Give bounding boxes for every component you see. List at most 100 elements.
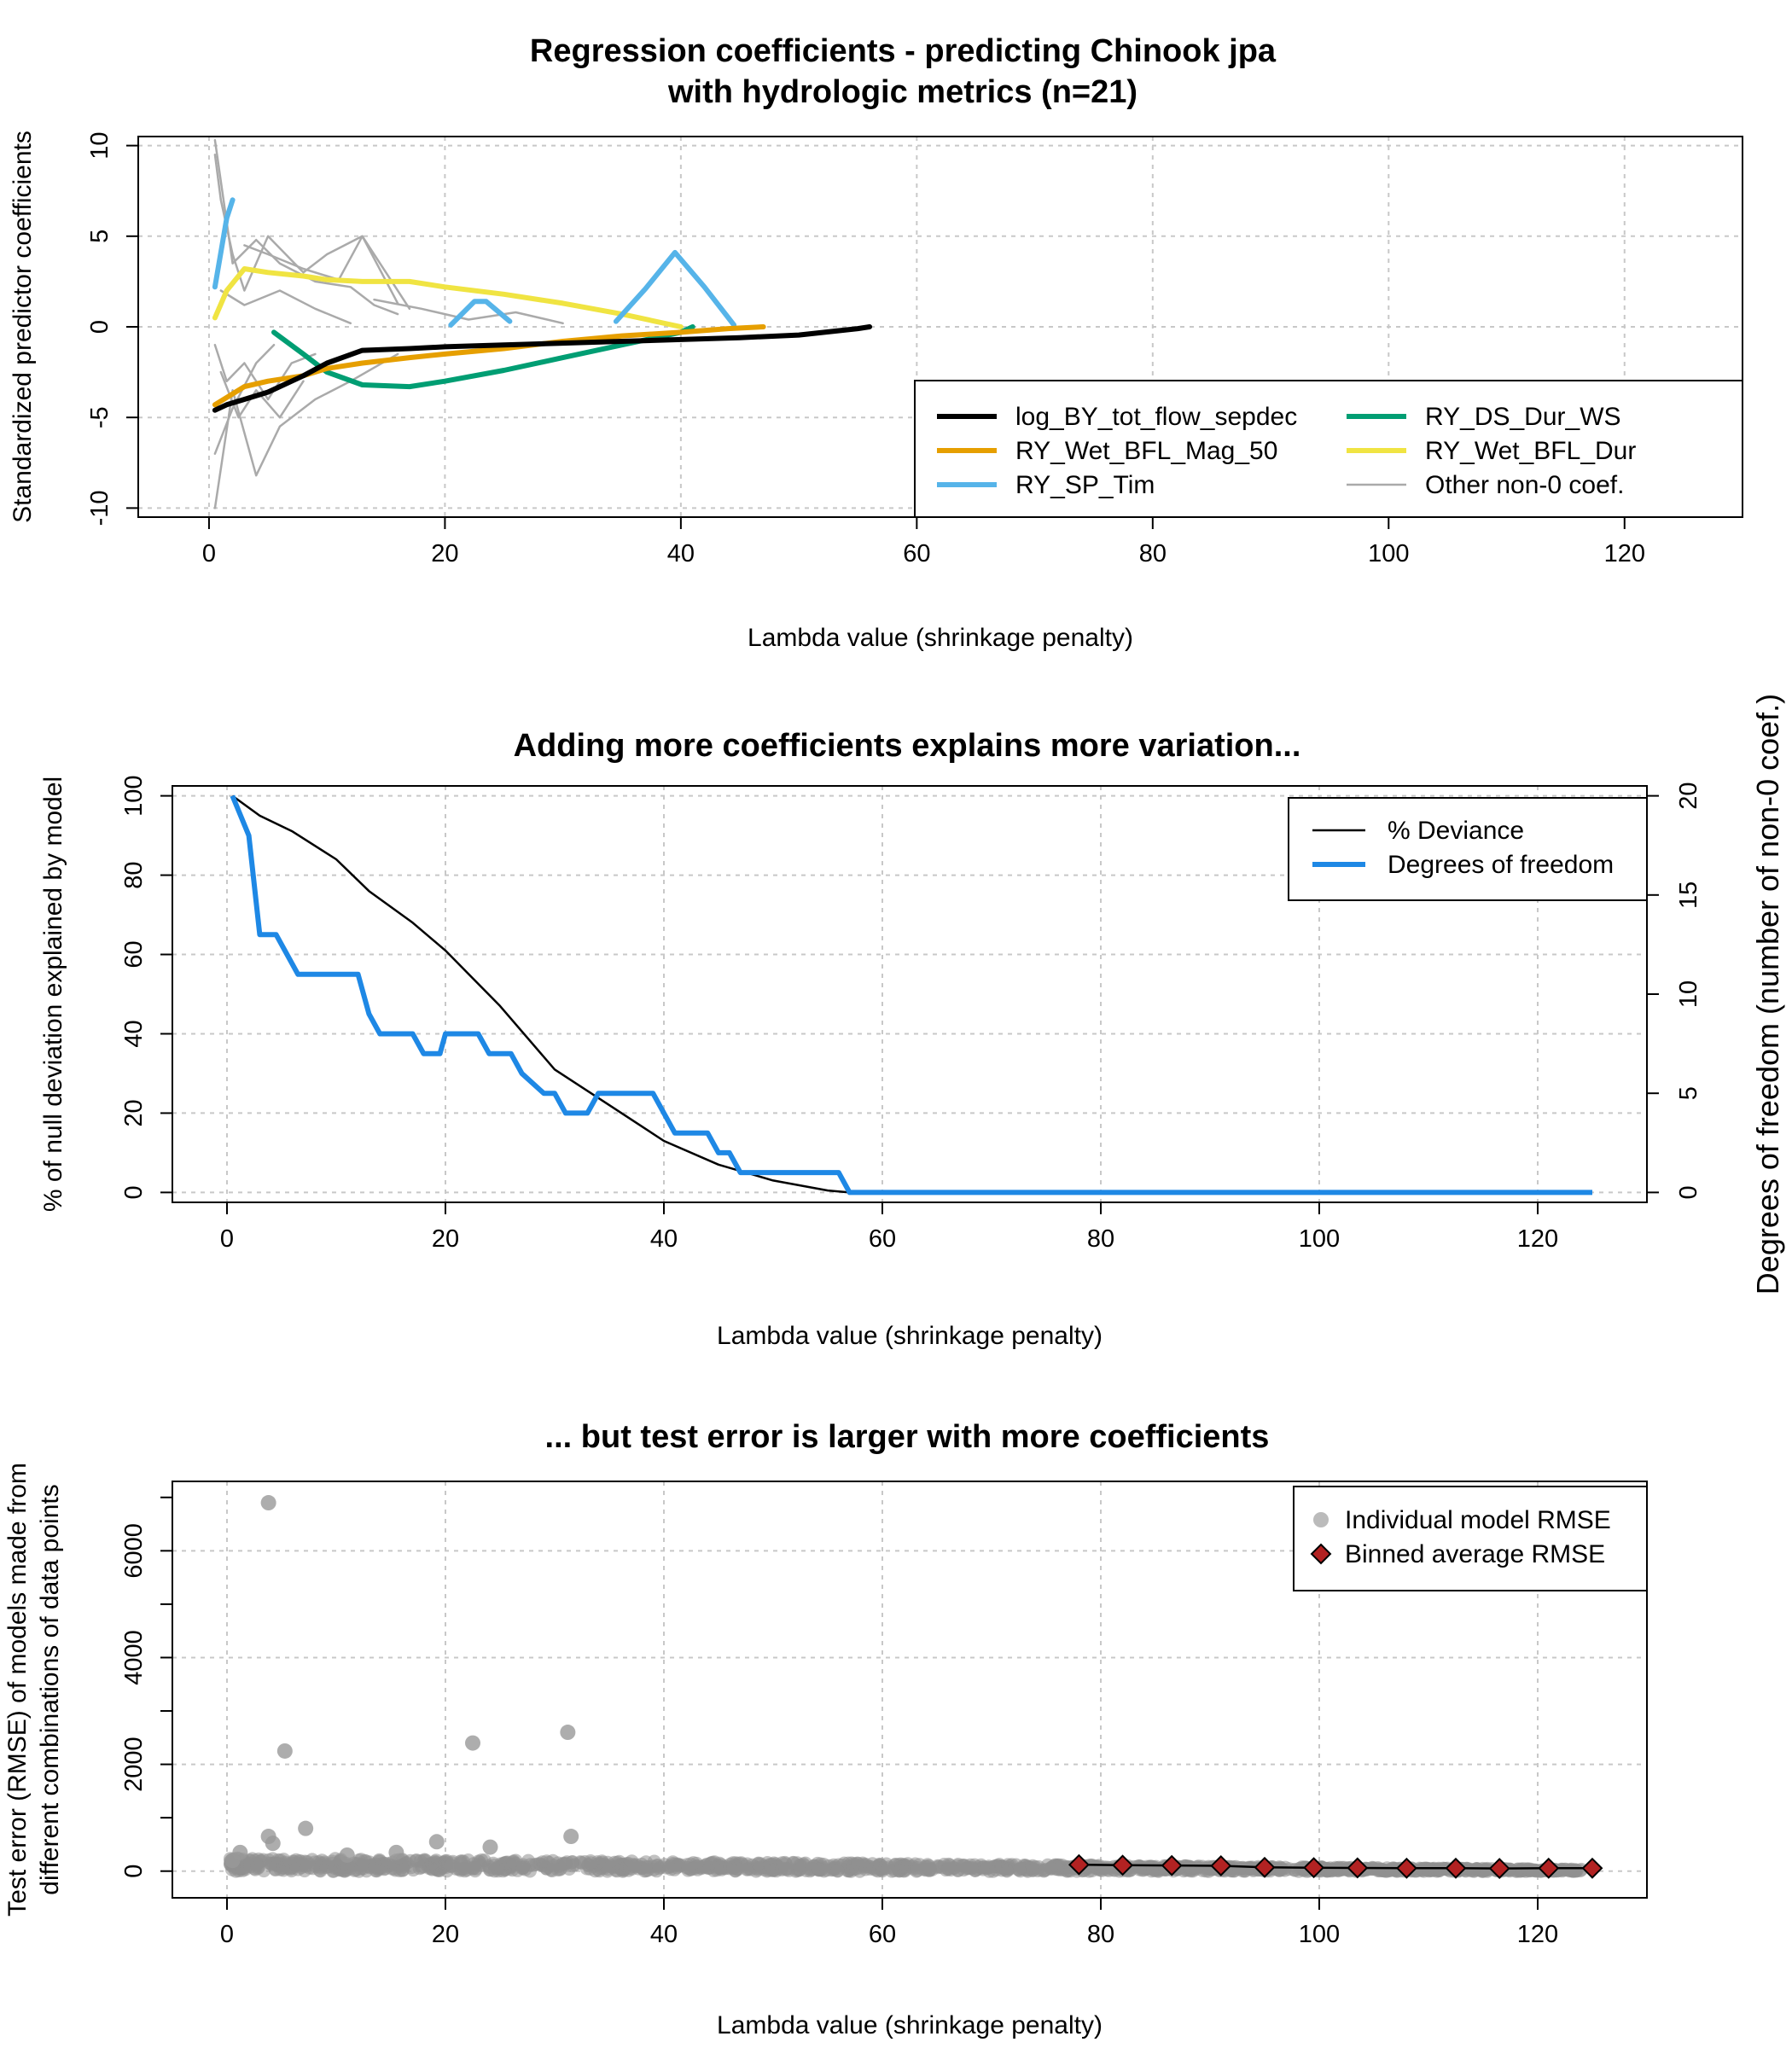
rmse-band-point [968, 1863, 982, 1877]
panel1-x-label: Lambda value (shrinkage penalty) [748, 624, 1133, 652]
x-tick-label-100: 100 [1368, 540, 1409, 567]
x-tick-label-0: 0 [220, 1225, 234, 1253]
x-tick-label-20: 20 [431, 540, 458, 567]
rmse-band-point [997, 1862, 1011, 1876]
series-degrees-of-freedom [230, 794, 1592, 1196]
panel3-legend-box [1293, 1486, 1648, 1591]
y-tick-label-20: 20 [120, 1099, 148, 1126]
rmse-band-point [1094, 1863, 1108, 1877]
x-tick-label-60: 60 [869, 1921, 896, 1948]
binned-point-1 [1112, 1854, 1134, 1876]
y2-tick-label-10: 10 [1675, 980, 1702, 1008]
rmse-point-1 [276, 1743, 293, 1759]
series-deviance [231, 794, 850, 1194]
rmse-band-point [1013, 1861, 1027, 1876]
rmse-band-point [709, 1860, 724, 1875]
x-tick-label-40: 40 [650, 1921, 678, 1948]
rmse-band-point [257, 1864, 271, 1878]
legend-label-binned: Binned average RMSE [1345, 1540, 1605, 1568]
rmse-band-point [922, 1859, 936, 1873]
rmse-band-point [887, 1858, 902, 1872]
y-tick-label-10: 10 [86, 131, 113, 159]
rmse-band-point [565, 1855, 579, 1870]
rmse-band-point [1424, 1863, 1439, 1877]
rmse-band-point [844, 1864, 858, 1878]
panel2-y2-label: Degrees of freedom (number of non-0 coef… [1750, 694, 1785, 1295]
x-tick-label-120: 120 [1517, 1225, 1558, 1253]
y-tick-label-40: 40 [120, 1020, 148, 1047]
x-tick-label-100: 100 [1299, 1921, 1340, 1948]
panel3-frame [172, 1481, 1648, 1899]
y-tick-label-0: 0 [120, 1865, 148, 1878]
rmse-band-point [529, 1857, 544, 1871]
rmse-point-9 [563, 1829, 579, 1845]
x-tick-label-60: 60 [903, 540, 930, 567]
x-tick-label-80: 80 [1087, 1921, 1114, 1948]
rmse-band-point [1562, 1863, 1577, 1877]
rmse-band-point [1026, 1864, 1040, 1877]
rmse-band-point [248, 1853, 263, 1868]
series-ry-sp-tim-extra-1 [613, 249, 737, 328]
y-tick-label-80: 80 [120, 861, 148, 888]
y2-tick-label-0: 0 [1675, 1185, 1702, 1199]
rmse-point-5 [298, 1820, 314, 1836]
x-tick-label-0: 0 [202, 540, 216, 567]
rmse-band-point [615, 1862, 630, 1876]
binned-point-6 [1347, 1857, 1369, 1879]
panel3-x-ticks: 0 20 40 60 80 100 120 [220, 1898, 1558, 1948]
binned-point-3 [1210, 1855, 1232, 1876]
rmse-band-point [602, 1859, 616, 1873]
binned-point-5 [1303, 1857, 1325, 1879]
legend-swatch-binned [1310, 1543, 1332, 1565]
binned-point-11 [1581, 1857, 1603, 1879]
legend-swatch-individual [1313, 1512, 1329, 1527]
legend-label-ds-dur: RY_DS_Dur_WS [1425, 403, 1621, 431]
rmse-band-point [1190, 1862, 1204, 1876]
x-tick-label-0: 0 [220, 1921, 234, 1948]
x-tick-label-60: 60 [869, 1225, 896, 1253]
series-other-non-0-coef-extra-7 [213, 343, 317, 401]
rmse-point-2 [465, 1735, 480, 1751]
panel1-subtitle: with hydrologic metrics (n=21) [667, 74, 1137, 110]
panel3-points [224, 1495, 1603, 1880]
rmse-band-point [941, 1862, 956, 1876]
panel1-y-label: Standardized predictor coefficients [9, 131, 37, 523]
x-tick-label-40: 40 [650, 1225, 678, 1253]
rmse-band-point [544, 1863, 558, 1877]
rmse-band-point [730, 1861, 744, 1876]
panel2-series [230, 794, 1592, 1196]
legend-label-log-by: log_BY_tot_flow_sepdec [1015, 403, 1297, 431]
y-tick-label-0: 0 [86, 320, 113, 334]
panel2-x-ticks: 0 20 40 60 80 100 120 [220, 1202, 1558, 1253]
x-tick-label-100: 100 [1299, 1225, 1340, 1253]
y-tick-label-100: 100 [120, 775, 148, 816]
rmse-band-point [1525, 1863, 1539, 1877]
panel2-x-label: Lambda value (shrinkage penalty) [717, 1322, 1103, 1350]
panel3-legend: Individual model RMSE Binned average RMS… [1293, 1486, 1648, 1591]
rmse-band-point [381, 1857, 396, 1871]
rmse-band-point [398, 1856, 412, 1871]
coefficients-panel: Regression coefficients - predicting Chi… [9, 33, 1743, 652]
x-tick-label-120: 120 [1517, 1921, 1558, 1948]
rmse-band-point [296, 1857, 311, 1871]
series-ry-sp-tim-extra-0 [448, 299, 513, 328]
rmse-band-point [428, 1859, 443, 1873]
rmse-band-point [830, 1864, 845, 1878]
series-other-non-0-coef-extra-3 [243, 235, 399, 305]
series-other-non-0-coef-extra-2 [213, 138, 399, 316]
y-tick-label-4000: 4000 [120, 1630, 148, 1685]
legend-label-wet-bfl-mag: RY_Wet_BFL_Mag_50 [1015, 437, 1277, 465]
rmse-band-point [236, 1863, 250, 1877]
panel1-x-ticks: 0 20 40 60 80 100 120 [202, 517, 1645, 567]
panel2-legend: % Deviance Degrees of freedom [1288, 797, 1648, 901]
rmse-point-10 [339, 1847, 355, 1863]
y-tick-label-6000: 6000 [120, 1523, 148, 1579]
rmse-band-point [763, 1858, 777, 1871]
series-other-non-0-coef-extra-4 [219, 289, 352, 325]
x-tick-label-80: 80 [1139, 540, 1167, 567]
rmse-point-8 [482, 1839, 498, 1855]
rmse-band-point [666, 1855, 680, 1870]
test-error-panel: ... but test error is larger with more c… [3, 1419, 1648, 2039]
series-other-non-0-coef [213, 153, 411, 311]
